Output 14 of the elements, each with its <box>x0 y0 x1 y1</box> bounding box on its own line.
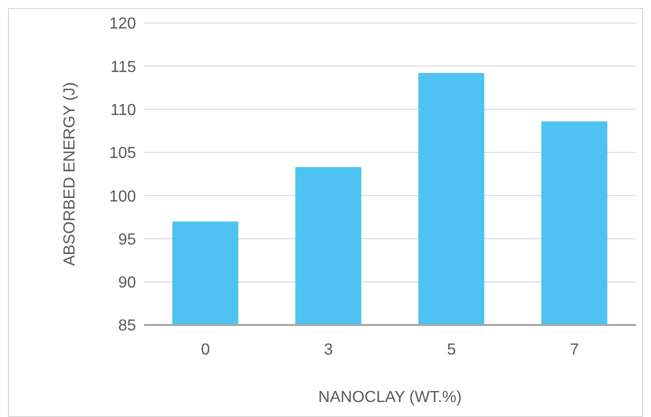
y-tick-label: 105 <box>109 145 136 162</box>
y-tick-label: 100 <box>109 188 136 206</box>
y-tick-label: 85 <box>118 318 136 335</box>
y-tick-label: 120 <box>109 16 136 33</box>
x-tick-label: 7 <box>570 341 580 358</box>
x-tick-label: 3 <box>324 341 334 358</box>
y-tick-label: 110 <box>110 102 136 119</box>
y-tick-label: 115 <box>110 58 136 76</box>
x-tick-label: 0 <box>201 341 210 358</box>
y-axis-title: ABSORBED ENERGY (J) <box>62 82 79 266</box>
y-tick-label: 90 <box>118 274 136 292</box>
x-tick-label: 5 <box>447 341 456 358</box>
x-axis-title: NANOCLAY (WT.%) <box>318 389 462 406</box>
y-tick-label: 95 <box>118 231 136 248</box>
